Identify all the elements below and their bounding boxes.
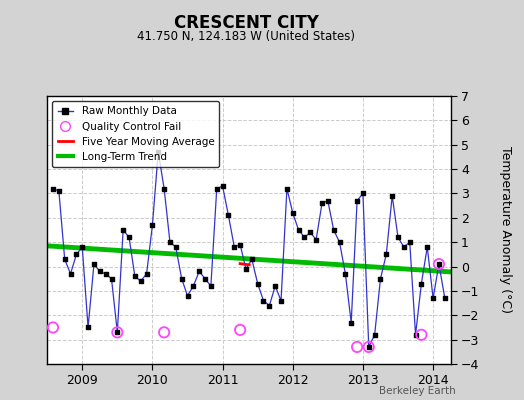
- Point: [95, 268, 104, 275]
- Point: [236, 242, 244, 248]
- Point: [417, 332, 425, 338]
- Point: [78, 244, 86, 250]
- Point: [441, 295, 449, 302]
- Point: [365, 344, 373, 350]
- Point: [300, 234, 309, 240]
- Point: [306, 229, 314, 236]
- Point: [411, 332, 420, 338]
- Point: [54, 188, 63, 194]
- Point: [49, 185, 57, 192]
- Point: [423, 244, 431, 250]
- Point: [154, 149, 162, 155]
- Point: [259, 298, 268, 304]
- Point: [143, 271, 151, 277]
- Point: [353, 198, 361, 204]
- Point: [370, 332, 379, 338]
- Point: [67, 271, 75, 277]
- Point: [189, 283, 198, 289]
- Point: [330, 227, 338, 233]
- Point: [341, 271, 350, 277]
- Point: [324, 198, 332, 204]
- Point: [382, 251, 390, 258]
- Text: Berkeley Earth: Berkeley Earth: [379, 386, 456, 396]
- Point: [388, 193, 396, 199]
- Point: [248, 256, 256, 262]
- Point: [359, 190, 367, 197]
- Point: [178, 276, 186, 282]
- Point: [406, 239, 414, 245]
- Point: [166, 239, 174, 245]
- Point: [171, 244, 180, 250]
- Point: [335, 239, 344, 245]
- Point: [137, 278, 145, 284]
- Point: [195, 268, 203, 275]
- Point: [242, 266, 250, 272]
- Point: [265, 302, 274, 309]
- Point: [160, 329, 168, 336]
- Point: [347, 319, 355, 326]
- Text: 41.750 N, 124.183 W (United States): 41.750 N, 124.183 W (United States): [137, 30, 355, 43]
- Point: [271, 283, 279, 289]
- Point: [113, 329, 122, 336]
- Point: [125, 234, 133, 240]
- Point: [90, 261, 98, 267]
- Point: [224, 212, 233, 218]
- Point: [84, 324, 92, 331]
- Point: [312, 236, 320, 243]
- Point: [277, 298, 285, 304]
- Point: [148, 222, 157, 228]
- Point: [353, 344, 361, 350]
- Point: [49, 324, 57, 331]
- Point: [160, 185, 168, 192]
- Point: [254, 280, 262, 287]
- Point: [206, 283, 215, 289]
- Point: [60, 256, 69, 262]
- Point: [435, 261, 443, 267]
- Point: [289, 210, 297, 216]
- Point: [283, 185, 291, 192]
- Point: [107, 276, 116, 282]
- Point: [219, 183, 227, 189]
- Point: [113, 329, 122, 336]
- Point: [376, 276, 385, 282]
- Point: [102, 271, 110, 277]
- Y-axis label: Temperature Anomaly (°C): Temperature Anomaly (°C): [499, 146, 512, 314]
- Point: [119, 227, 127, 233]
- Point: [183, 292, 192, 299]
- Point: [318, 200, 326, 206]
- Text: CRESCENT CITY: CRESCENT CITY: [174, 14, 319, 32]
- Point: [417, 280, 425, 287]
- Point: [230, 244, 238, 250]
- Point: [435, 261, 443, 267]
- Point: [429, 295, 438, 302]
- Point: [400, 244, 408, 250]
- Point: [213, 185, 221, 192]
- Point: [130, 273, 139, 280]
- Point: [294, 227, 303, 233]
- Point: [236, 327, 244, 333]
- Legend: Raw Monthly Data, Quality Control Fail, Five Year Moving Average, Long-Term Tren: Raw Monthly Data, Quality Control Fail, …: [52, 101, 220, 167]
- Point: [365, 344, 373, 350]
- Point: [72, 251, 81, 258]
- Point: [394, 234, 402, 240]
- Point: [201, 276, 209, 282]
